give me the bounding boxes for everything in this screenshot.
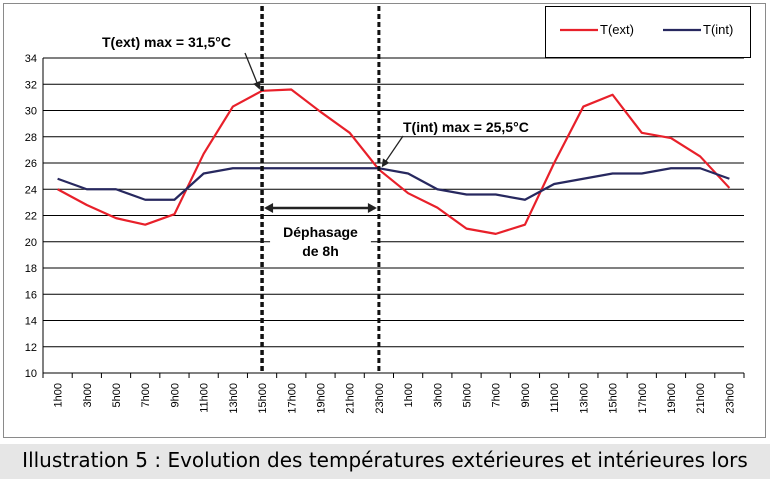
legend-label-t-ext: T(ext) (600, 22, 634, 37)
phase-shift-arrowhead-right (367, 203, 377, 213)
x-tick-label: 13h00 (578, 383, 590, 414)
series-line-t-int (57, 167, 730, 201)
int-max-annotation: T(int) max = 25,5°C (403, 119, 529, 135)
x-tick-label: 1h00 (403, 383, 415, 407)
y-tick-label: 34 (25, 53, 37, 65)
phase-shift-label-line2: de 8h (302, 243, 339, 259)
legend-box (545, 6, 751, 58)
y-tick-label: 18 (25, 263, 37, 275)
x-tick-label: 19h00 (666, 383, 678, 414)
x-tick-label: 7h00 (140, 383, 152, 407)
y-tick-label: 28 (25, 132, 37, 144)
x-tick-label: 3h00 (432, 383, 444, 407)
phase-shift-label-line1: Déphasage (283, 224, 358, 240)
x-tick-label: 11h00 (199, 383, 211, 413)
x-tick-label: 19h00 (315, 383, 327, 414)
x-tick-label: 5h00 (462, 383, 474, 407)
y-tick-label: 20 (25, 237, 37, 249)
x-tick-label: 15h00 (608, 383, 620, 414)
ext-max-pointer-arrow (244, 52, 261, 90)
series-line-t-ext (57, 88, 731, 235)
figure-caption: Illustration 5 : Evolution des températu… (22, 448, 748, 472)
y-tick-label: 24 (25, 184, 37, 196)
caption-background (0, 444, 770, 479)
x-tick-label: 15h00 (257, 383, 269, 414)
y-tick-label: 32 (25, 79, 37, 91)
phase-shift-arrowhead-left (264, 203, 274, 213)
x-tick-label: 7h00 (491, 383, 503, 407)
x-tick-label: 21h00 (695, 383, 707, 414)
x-tick-label: 13h00 (228, 383, 240, 414)
y-tick-label: 14 (25, 316, 37, 328)
line-chart: 10 12 14 16 18 20 22 24 26 28 30 32 34 1h00 3h00 5h00 7h… (3, 3, 766, 438)
phase-shift-label-box (270, 218, 371, 264)
x-tick-label: 3h00 (82, 383, 94, 407)
y-tick-label: 16 (25, 289, 37, 301)
chart-frame (3, 3, 766, 438)
y-tick-label: 12 (25, 342, 37, 354)
y-tick-label: 22 (25, 211, 37, 223)
x-tick-label: 9h00 (169, 383, 181, 407)
legend-label-t-int: T(int) (703, 22, 733, 37)
x-tick-label: 17h00 (286, 383, 298, 414)
x-tick-label: 9h00 (520, 383, 532, 407)
x-tick-label: 23h00 (724, 383, 736, 414)
y-tick-label: 26 (25, 158, 37, 170)
x-tick-label: 1h00 (53, 383, 65, 407)
x-tick-label: 11h00 (549, 383, 561, 413)
ext-max-annotation: T(ext) max = 31,5°C (102, 34, 231, 50)
int-max-pointer-arrow (381, 135, 404, 168)
y-tick-label: 30 (25, 106, 37, 118)
x-tick-label: 5h00 (111, 383, 123, 407)
x-tick-label: 23h00 (374, 383, 386, 414)
x-tick-label: 17h00 (637, 383, 649, 414)
y-tick-label: 10 (25, 368, 37, 380)
x-tick-label: 21h00 (345, 383, 357, 414)
